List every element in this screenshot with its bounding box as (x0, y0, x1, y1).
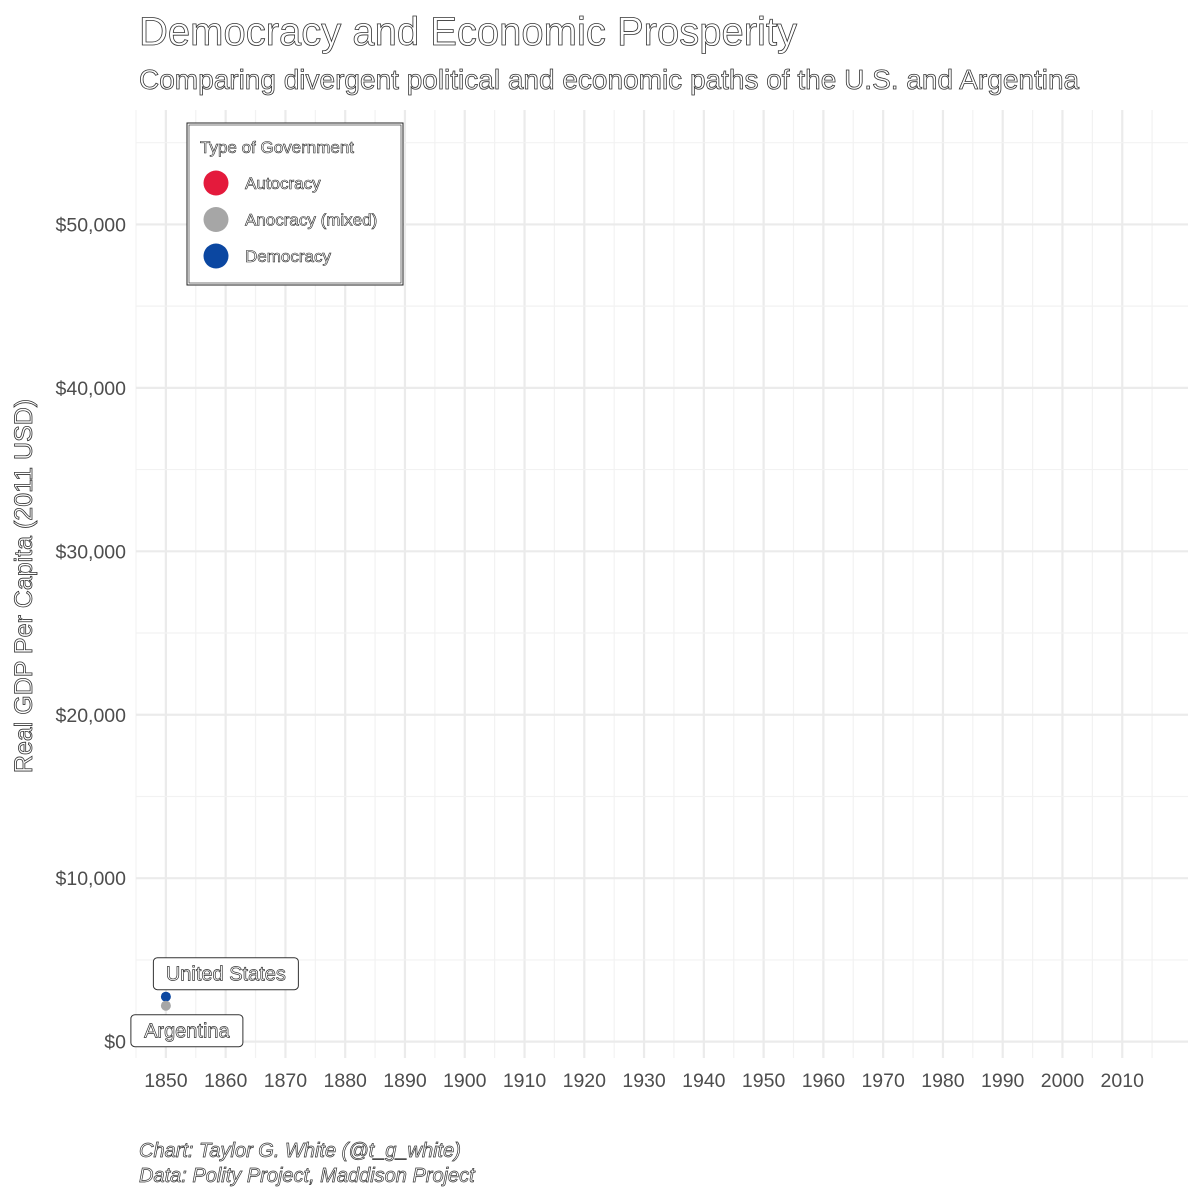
y-tick-label: $50,000 (56, 214, 127, 236)
y-axis-ticks: $0 $10,000 $20,000 $30,000 $40,000 $50,000 (56, 214, 127, 1053)
x-tick-label: 2000 (1041, 1070, 1085, 1092)
y-tick-label: $10,000 (56, 868, 127, 890)
legend-key (203, 170, 229, 196)
x-tick-label: 1970 (861, 1070, 905, 1092)
y-tick-label: $30,000 (56, 541, 127, 563)
caption-source: Data: Polity Project, Maddison Project (139, 1165, 476, 1187)
series-label-box (130, 1014, 244, 1048)
y-axis-title: Real GDP Per Capita (2011 USD) (10, 399, 38, 773)
x-tick-label: 1950 (742, 1070, 786, 1092)
x-tick-label: 1920 (563, 1070, 607, 1092)
x-tick-label: 1960 (802, 1070, 846, 1092)
caption-credit: Chart: Taylor G. White (@t_g_white) (139, 1140, 461, 1162)
series-label-text: United States (166, 964, 286, 986)
x-tick-label: 1890 (383, 1070, 427, 1092)
y-tick-label: $0 (104, 1032, 126, 1054)
chart-title: Democracy and Economic Prosperity (139, 10, 797, 54)
legend-key (203, 243, 229, 269)
legend-key (203, 207, 229, 232)
data-point (160, 1000, 171, 1011)
y-tick-label: $20,000 (56, 705, 127, 727)
legend-label: Democracy (245, 247, 331, 266)
legend-title: Type of Government (200, 138, 354, 157)
legend-label: Autocracy (245, 174, 321, 193)
x-tick-label: 1990 (981, 1070, 1025, 1092)
x-tick-label: 1910 (503, 1070, 547, 1092)
x-tick-label: 1900 (443, 1070, 487, 1092)
legend-items: Autocracy Anocracy (mixed) Democracy (203, 170, 378, 269)
x-axis-ticks: 1850 1860 1870 1880 1890 1900 1910 1920 1930 1940… (144, 1070, 1144, 1092)
x-tick-label: 1930 (622, 1070, 666, 1092)
x-tick-label: 1860 (204, 1070, 248, 1092)
series-label: Argentina (130, 1014, 244, 1048)
x-tick-label: 1880 (324, 1070, 368, 1092)
y-tick-label: $40,000 (56, 378, 127, 400)
legend-label: Anocracy (mixed) (245, 211, 377, 230)
legend-box-inner (188, 124, 402, 284)
x-tick-label: 1980 (921, 1070, 965, 1092)
series-label-text: Argentina (144, 1021, 230, 1043)
series-label: United States (152, 957, 299, 991)
x-tick-label: 1870 (264, 1070, 308, 1092)
series-label-box (152, 957, 299, 991)
grid (135, 110, 1188, 1058)
legend: Type of Government Autocracy Anocracy (mi… (186, 122, 404, 286)
data-points (160, 991, 171, 1011)
x-tick-label: 2010 (1101, 1070, 1145, 1092)
chart-subtitle: Comparing divergent political and econom… (139, 64, 1080, 95)
data-point (160, 991, 171, 1002)
x-tick-label: 1940 (682, 1070, 726, 1092)
series-labels: United States Argentina (130, 957, 299, 1048)
x-tick-label: 1850 (144, 1070, 188, 1092)
